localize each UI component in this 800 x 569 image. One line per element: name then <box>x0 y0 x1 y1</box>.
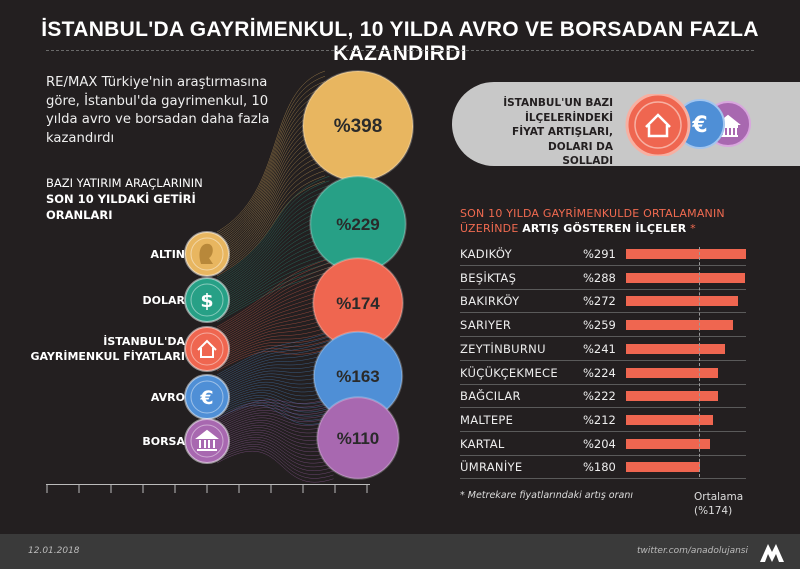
bubble-value-avro: %163 <box>336 367 379 386</box>
left-chart-heading-line2: SON 10 YILDAKİ GETİRİ <box>46 192 196 206</box>
intro-text: RE/MAX Türkiye'nin araştırmasına göre, İ… <box>46 75 270 146</box>
average-label-line2: (%174) <box>694 505 733 517</box>
instrument-label-gayrimenkul: İSTANBUL'DA GAYRİMENKUL FİYATLARI <box>30 335 185 363</box>
callout-text: İSTANBUL'UN BAZI İLÇELERİNDEKİ FİYAT ART… <box>503 97 613 167</box>
district-name: BEŞİKTAŞ <box>460 270 517 285</box>
district-value: %204 <box>583 436 616 451</box>
row-divider <box>460 336 746 338</box>
district-bar <box>626 367 719 378</box>
bubble-value-gayrimenkul: %174 <box>336 294 380 313</box>
row-divider <box>460 383 746 385</box>
district-name: KADIKÖY <box>460 247 512 261</box>
footnote: * Metrekare fiyatlarındaki artış oranı <box>460 490 633 501</box>
district-name: KÜÇÜKÇEKMECE <box>460 365 558 380</box>
row-divider <box>460 454 746 456</box>
average-label-line1: Ortalama <box>694 491 744 503</box>
agency-logo-icon <box>760 544 784 562</box>
left-chart-heading: BAZI YATIRIM ARAÇLARININ SON 10 YILDAKİ … <box>46 175 266 223</box>
district-name: ÜMRANİYE <box>460 460 523 475</box>
districts-heading: SON 10 YILDA GAYRİMENKULDE ORTALAMANIN Ü… <box>460 206 760 236</box>
district-value: %241 <box>583 341 616 356</box>
instrument-label-altin: ALTIN <box>150 248 185 261</box>
district-bar <box>626 438 711 449</box>
district-value: %180 <box>583 460 616 475</box>
district-value: %259 <box>583 318 616 333</box>
row-divider <box>460 407 746 409</box>
bubble-value-altin: %398 <box>334 116 383 137</box>
fan-lines-dolar <box>216 176 330 323</box>
district-name: BAĞCILAR <box>460 389 521 404</box>
district-name: MALTEPE <box>460 412 514 427</box>
title-divider <box>46 50 754 51</box>
house-coin-large <box>625 94 691 156</box>
house-icon <box>184 326 230 372</box>
dollar-icon: $ <box>184 277 230 323</box>
svg-text:€: € <box>199 387 213 409</box>
euro-icon: € <box>184 374 230 420</box>
row-divider <box>460 478 746 480</box>
row-divider <box>460 359 746 361</box>
left-chart-heading-line3: ORANLARI <box>46 208 113 222</box>
bubble-value-borsa: %110 <box>337 429 380 448</box>
date-label: 12.01.2018 <box>28 546 80 556</box>
bubble-value-dolar: %229 <box>336 215 379 234</box>
district-name: KARTAL <box>460 436 505 451</box>
district-value: %224 <box>583 365 616 380</box>
row-divider <box>460 288 746 290</box>
average-label: Ortalama (%174) <box>694 490 743 518</box>
district-value: %272 <box>583 294 616 309</box>
district-value: %212 <box>583 412 616 427</box>
instrument-label-avro: AVRO <box>150 391 185 404</box>
baseline-axis <box>46 484 370 485</box>
fan-lines-borsa <box>216 396 334 483</box>
credit-link[interactable]: twitter.com/anadolujansi <box>636 546 748 556</box>
district-bar <box>626 462 701 473</box>
district-name: BAKIRKÖY <box>460 294 520 309</box>
district-name: ZEYTİNBURNU <box>460 341 546 356</box>
row-divider <box>460 265 746 266</box>
district-value: %288 <box>583 270 616 285</box>
callout-coins: € <box>625 94 751 156</box>
row-divider <box>460 430 746 432</box>
district-value: %222 <box>583 389 616 404</box>
coin-face-icon <box>184 231 230 277</box>
average-reference-line <box>699 247 700 477</box>
district-bar <box>626 343 726 354</box>
districts-heading-line2: ÜZERİNDE ARTIŞ GÖSTEREN İLÇELER * <box>460 222 696 235</box>
district-value: %291 <box>583 247 616 261</box>
baseline-ticks <box>46 484 368 493</box>
bubble-borsa <box>316 396 400 480</box>
district-bar <box>626 249 746 259</box>
district-bar <box>626 296 739 307</box>
district-name: SARIYER <box>460 318 512 333</box>
district-bar <box>626 414 714 425</box>
footer-bar <box>0 534 800 569</box>
svg-text:€: € <box>691 113 707 138</box>
district-bar <box>626 391 718 402</box>
left-chart-heading-line1: BAZI YATIRIM ARAÇLARININ <box>46 176 203 190</box>
row-divider <box>460 312 746 314</box>
district-bar <box>626 272 745 283</box>
instrument-label-dolar: DOLAR <box>142 294 185 307</box>
svg-text:$: $ <box>200 290 213 312</box>
districts-heading-line1: SON 10 YILDA GAYRİMENKULDE ORTALAMANIN <box>460 207 725 220</box>
page-title: İSTANBUL'DA GAYRİMENKUL, 10 YILDA AVRO V… <box>41 18 759 65</box>
instrument-label-borsa: BORSA <box>142 435 185 448</box>
bank-building-icon <box>184 418 230 464</box>
district-bar <box>626 320 733 331</box>
